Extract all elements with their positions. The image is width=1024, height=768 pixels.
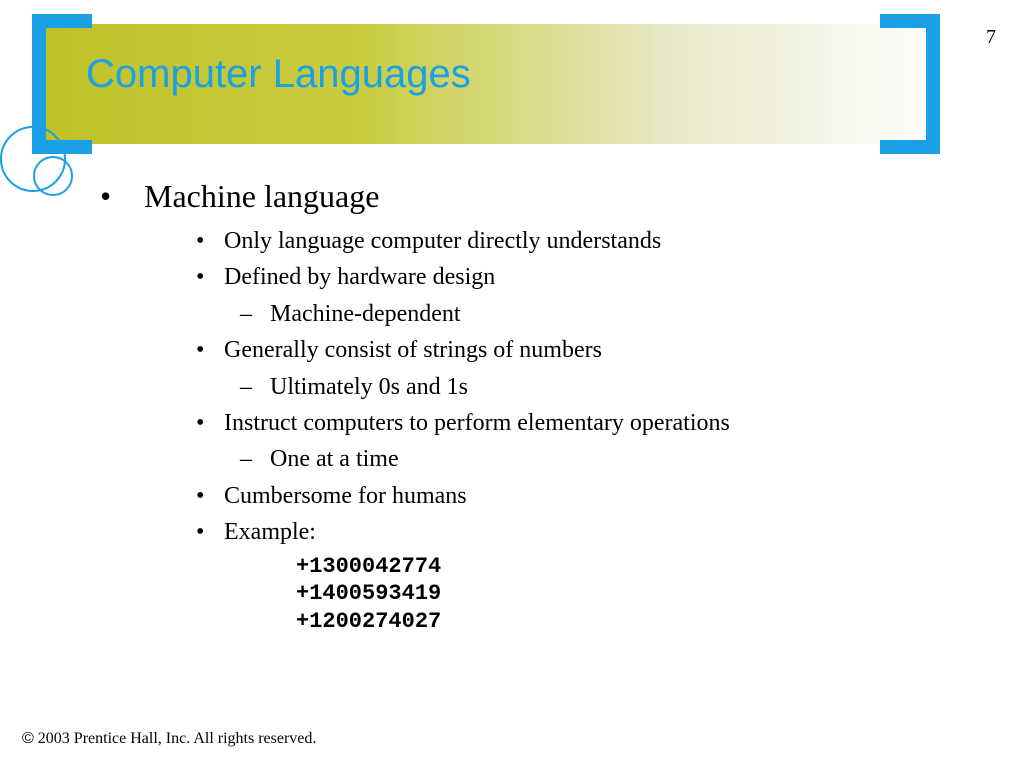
code-line: +1200274027	[296, 608, 960, 636]
slide-title: Computer Languages	[86, 52, 471, 97]
bracket-decoration	[926, 14, 940, 154]
code-example: +1300042774 +1400593419 +1200274027	[296, 553, 960, 636]
bullet-level3: One at a time	[240, 443, 960, 475]
bullet-level2: Cumbersome for humans	[196, 480, 960, 512]
footer-text: 2003 Prentice Hall, Inc. All rights rese…	[38, 730, 317, 747]
copyright-symbol: ©	[22, 730, 34, 747]
circle-decoration	[33, 156, 73, 196]
code-line: +1300042774	[296, 553, 960, 581]
bullet-level2: Example:	[196, 516, 960, 548]
bullet-level3: Ultimately 0s and 1s	[240, 371, 960, 403]
bullet-level2: Generally consist of strings of numbers	[196, 334, 960, 366]
bracket-decoration	[880, 140, 940, 154]
slide-content: Machine language Only language computer …	[100, 178, 960, 635]
bullet-level3: Machine-dependent	[240, 298, 960, 330]
bullet-level2: Instruct computers to perform elementary…	[196, 407, 960, 439]
page-number: 7	[986, 26, 996, 49]
footer-copyright: © 2003 Prentice Hall, Inc. All rights re…	[22, 730, 316, 748]
bullet-level2: Defined by hardware design	[196, 261, 960, 293]
code-line: +1400593419	[296, 580, 960, 608]
bullet-level2: Only language computer directly understa…	[196, 225, 960, 257]
heading-level1: Machine language	[100, 178, 960, 215]
